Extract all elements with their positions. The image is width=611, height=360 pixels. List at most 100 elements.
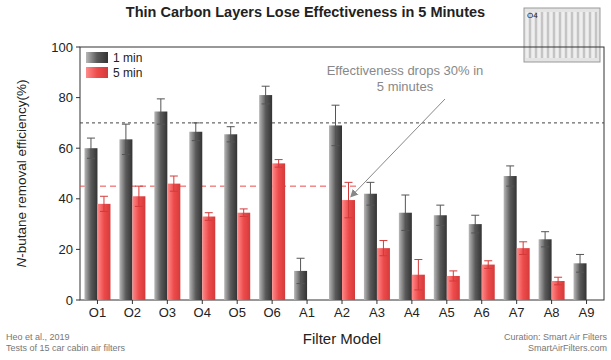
- error-bar-stem: [230, 127, 231, 142]
- error-bar-stem: [418, 260, 419, 290]
- error-bar-stem: [138, 186, 139, 206]
- credit-note: SmartAirFilters.com: [528, 343, 607, 353]
- error-bar-cap: [297, 258, 305, 259]
- error-bar-cap: [379, 240, 387, 241]
- error-bar: [297, 258, 305, 283]
- x-tick-label: A3: [369, 305, 385, 320]
- error-bar-stem: [453, 271, 454, 281]
- inset-pleat: [547, 12, 548, 58]
- error-bar-cap: [275, 159, 283, 160]
- error-bar-cap: [87, 158, 95, 159]
- bar: [132, 196, 145, 300]
- x-tick: [586, 300, 587, 304]
- x-tick-label: A1: [299, 305, 315, 320]
- error-bar: [262, 86, 270, 104]
- error-bar: [554, 277, 562, 285]
- error-bar: [449, 271, 457, 281]
- title: Thin Carbon Layers Lose Effectiveness in…: [126, 4, 485, 20]
- legend-label: 1 min: [113, 51, 142, 65]
- credit-note: Curation: Smart Air Filters: [504, 332, 608, 342]
- legend-swatch: [86, 52, 108, 63]
- error-bar-stem: [523, 242, 524, 255]
- error-bar: [401, 195, 409, 230]
- bar: [202, 217, 215, 300]
- error-bar: [275, 160, 283, 168]
- error-bar-cap: [170, 176, 178, 177]
- error-bar-stem: [265, 86, 266, 104]
- inset-pleat: [538, 12, 539, 58]
- error-bar-cap: [100, 211, 108, 212]
- bar: [237, 213, 250, 300]
- error-bar: [471, 215, 479, 233]
- error-bar-cap: [436, 225, 444, 226]
- x-tick-label: A4: [404, 305, 420, 320]
- error-bar-cap: [471, 232, 479, 233]
- inset-pleat: [556, 12, 557, 58]
- inset-pleat: [586, 12, 587, 58]
- bar: [154, 112, 167, 300]
- y-tick: [76, 300, 80, 301]
- error-bar-cap: [170, 191, 178, 192]
- x-tick: [551, 300, 552, 304]
- error-bar: [332, 105, 340, 145]
- error-bar-cap: [192, 140, 200, 141]
- error-bar-stem: [125, 124, 126, 154]
- error-bar-stem: [90, 138, 91, 158]
- inset-pleat: [589, 12, 590, 58]
- error-bar: [240, 209, 248, 217]
- error-bar-cap: [157, 98, 165, 99]
- bar: [272, 163, 285, 300]
- error-bar-cap: [519, 241, 527, 242]
- error-bar-stem: [580, 254, 581, 272]
- error-bar: [157, 99, 165, 124]
- y-axis-label: N-butane removal efficiency(%): [14, 79, 29, 267]
- x-tick-label: O5: [229, 305, 246, 320]
- annotation: 5 minutes: [377, 79, 434, 94]
- error-bar-cap: [449, 270, 457, 271]
- legend-swatch: [86, 67, 108, 78]
- inset-pleat: [541, 12, 542, 58]
- error-bar: [541, 232, 549, 247]
- error-bar-cap: [519, 254, 527, 255]
- error-bar-cap: [414, 289, 422, 290]
- bar: [224, 134, 237, 300]
- x-tick: [376, 300, 377, 304]
- legend-label: 5 min: [113, 66, 142, 80]
- x-tick-label: A2: [334, 305, 350, 320]
- error-bar-cap: [332, 105, 340, 106]
- x-tick: [167, 300, 168, 304]
- error-bar-stem: [488, 261, 489, 269]
- error-bar-cap: [366, 205, 374, 206]
- error-bar-cap: [506, 165, 514, 166]
- error-bar-cap: [135, 206, 143, 207]
- annotation-arrow: [352, 99, 446, 196]
- y-tick: [76, 97, 80, 98]
- error-bar-stem: [195, 123, 196, 141]
- error-bar-stem: [370, 182, 371, 205]
- error-bar-cap: [436, 205, 444, 206]
- inset-pleat: [559, 12, 560, 58]
- error-bar-cap: [262, 86, 270, 87]
- inset-pleat: [544, 12, 545, 58]
- error-bar-cap: [554, 284, 562, 285]
- error-bar: [576, 254, 584, 272]
- error-bar-cap: [576, 254, 584, 255]
- error-bar-cap: [332, 145, 340, 146]
- error-bar-cap: [345, 182, 353, 183]
- error-bar-stem: [278, 160, 279, 168]
- inset-frame: [524, 8, 600, 62]
- error-bar: [379, 241, 387, 256]
- error-bar-cap: [541, 231, 549, 232]
- error-bar-cap: [275, 167, 283, 168]
- x-tick-label: A5: [439, 305, 455, 320]
- error-bar-stem: [558, 277, 559, 285]
- error-bar-cap: [227, 126, 235, 127]
- inset-pleat: [568, 12, 569, 58]
- x-tick: [97, 300, 98, 304]
- x-tick: [446, 300, 447, 304]
- source-note: Heo et al., 2019: [6, 332, 70, 342]
- inset-pleat: [592, 12, 593, 58]
- error-bar: [87, 138, 95, 158]
- x-tick: [202, 300, 203, 304]
- bar: [377, 248, 390, 300]
